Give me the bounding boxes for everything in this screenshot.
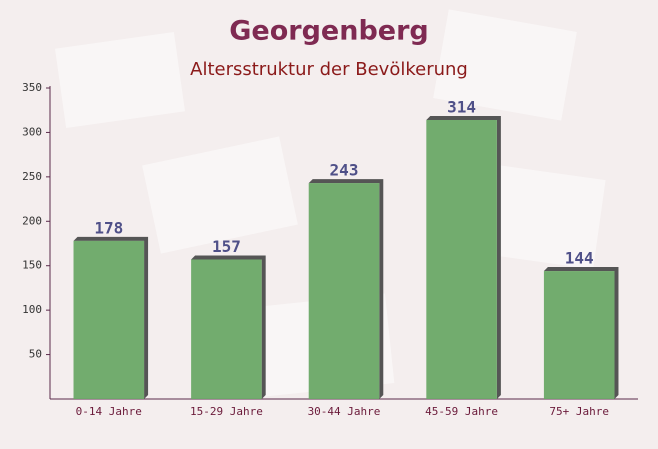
- x-tick-label: 0-14 Jahre: [76, 405, 142, 418]
- bar: [191, 259, 262, 399]
- x-tick-label: 30-44 Jahre: [308, 405, 381, 418]
- value-label: 178: [94, 218, 123, 237]
- bar: [426, 119, 497, 399]
- y-tick-label: 200: [22, 214, 42, 227]
- y-tick-label: 350: [22, 81, 42, 94]
- y-tick-label: 250: [22, 170, 42, 183]
- value-label: 314: [447, 97, 476, 116]
- x-tick-label: 75+ Jahre: [549, 405, 609, 418]
- x-tick-label: 15-29 Jahre: [190, 405, 263, 418]
- value-label: 144: [565, 249, 594, 268]
- value-label: 157: [212, 237, 241, 256]
- value-label: 243: [330, 161, 359, 180]
- y-tick-label: 300: [22, 125, 42, 138]
- y-tick-label: 50: [29, 348, 42, 361]
- chart-title: Georgenberg: [229, 16, 428, 47]
- bar: [73, 240, 145, 399]
- chart-subtitle: Altersstruktur der Bevölkerung: [190, 59, 468, 80]
- bar: [308, 183, 380, 399]
- x-tick-label: 45-59 Jahre: [425, 405, 498, 418]
- bar: [543, 271, 615, 399]
- y-tick-label: 150: [22, 259, 42, 272]
- y-tick-label: 100: [22, 303, 42, 316]
